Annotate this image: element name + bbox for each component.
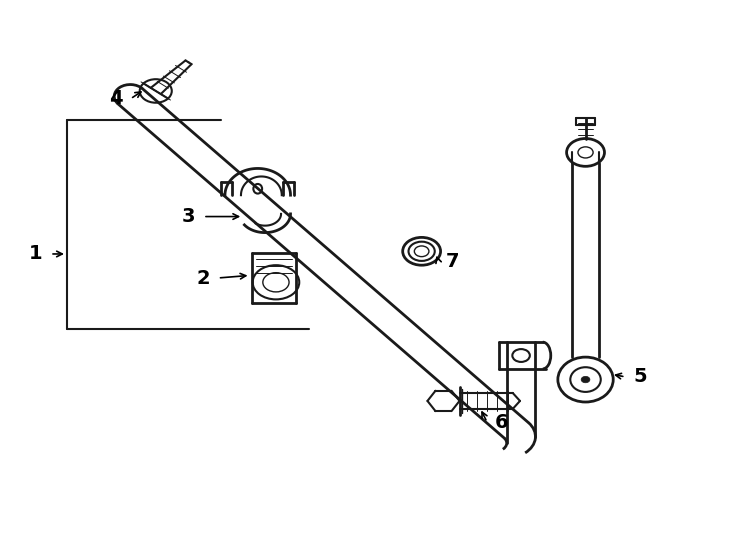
Text: 4: 4 (109, 90, 123, 109)
Circle shape (581, 376, 590, 383)
Text: 3: 3 (182, 207, 195, 226)
Text: 6: 6 (495, 413, 509, 432)
Text: 5: 5 (633, 367, 647, 387)
Text: 2: 2 (196, 268, 210, 287)
Text: 7: 7 (446, 253, 459, 272)
Text: 1: 1 (29, 245, 43, 264)
